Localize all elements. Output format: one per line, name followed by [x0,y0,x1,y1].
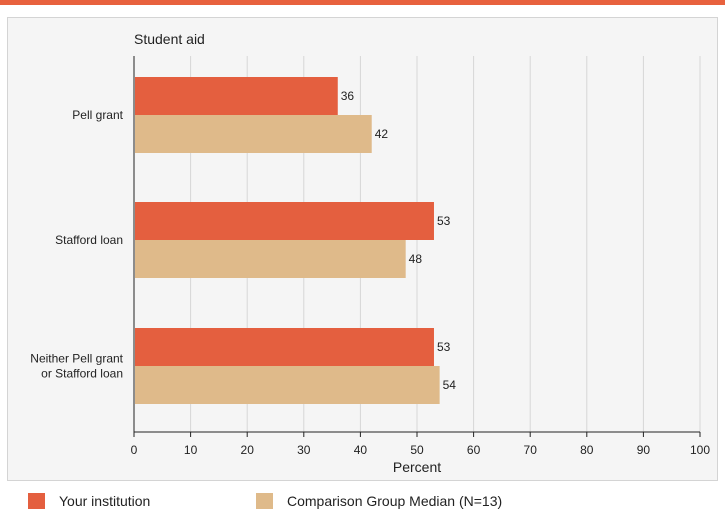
data-label: 42 [375,127,389,141]
top-accent-rule [0,0,725,5]
x-tick-label: 90 [637,443,651,457]
chart-legend: Your institution Comparison Group Median… [0,486,725,514]
x-tick-label: 70 [524,443,538,457]
chart-panel: 0 10 20 30 40 50 60 70 80 90 100 Student aid Percent… [7,17,718,481]
data-label: 53 [437,214,451,228]
x-tick-label: 20 [241,443,255,457]
x-tick-label: 40 [354,443,368,457]
legend-swatch-series-1 [28,493,45,509]
chart-title: Student aid [134,31,205,47]
bar-series-1 [135,202,434,240]
bar-chart: 0 10 20 30 40 50 60 70 80 90 100 Student aid Percent… [30,31,710,475]
category-label: Neither Pell grant [30,352,123,366]
legend-swatch-series-2 [256,493,273,509]
x-tick-label: 0 [131,443,138,457]
data-label: 54 [443,378,457,392]
x-tick-label: 100 [690,443,710,457]
category-label: Pell grant [72,108,123,122]
data-label: 53 [437,340,451,354]
bar-series-1 [135,77,338,115]
bar-series-1 [135,328,434,366]
category-label: Stafford loan [55,233,123,247]
x-tick-label: 30 [297,443,311,457]
bar-series-2 [135,240,406,278]
x-tick-label: 60 [467,443,481,457]
x-tick-label: 50 [410,443,424,457]
data-label: 36 [341,89,355,103]
bar-series-2 [135,115,372,153]
x-axis-label: Percent [393,459,441,475]
legend-item-series-1: Your institution [28,492,150,510]
x-tick-label: 10 [184,443,198,457]
x-tick-label: 80 [580,443,594,457]
data-label: 48 [409,252,423,266]
bar-series-2 [135,366,440,404]
category-label: or Stafford loan [41,367,123,381]
legend-label-series-1: Your institution [59,493,151,509]
legend-label-series-2: Comparison Group Median (N=13) [287,493,503,509]
legend-item-series-2: Comparison Group Median (N=13) [256,492,502,510]
